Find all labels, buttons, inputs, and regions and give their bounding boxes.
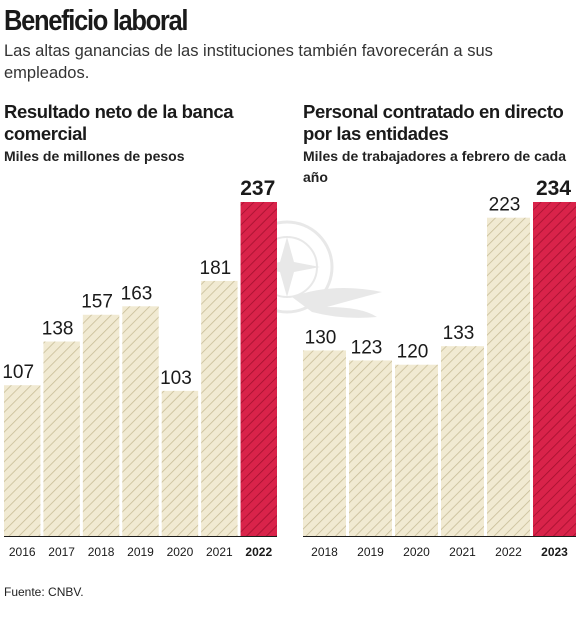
year-label-2019: 2019 xyxy=(127,545,154,559)
bar-2019 xyxy=(349,360,392,536)
value-label-2022: 223 xyxy=(489,195,521,216)
source-note: Fuente: CNBV. xyxy=(4,585,84,599)
value-label-2019: 123 xyxy=(351,337,383,358)
value-label-2021: 181 xyxy=(200,258,232,279)
headline-subtitle: Las altas ganancias de las instituciones… xyxy=(4,42,493,82)
bar-2021 xyxy=(441,346,484,536)
bar-2019 xyxy=(122,306,159,536)
bar-2021 xyxy=(201,280,238,536)
bar-2022 xyxy=(487,217,530,536)
year-label-2021: 2021 xyxy=(206,545,233,559)
year-label-2020: 2020 xyxy=(167,545,194,559)
bar-2020 xyxy=(395,364,438,536)
value-label-2021: 133 xyxy=(443,323,475,344)
year-label-2023: 2023 xyxy=(541,545,568,559)
chart-1-title: Resultado neto de la banca comercial xyxy=(4,101,234,144)
year-label-2020: 2020 xyxy=(403,545,430,559)
value-label-2023: 234 xyxy=(536,177,571,200)
year-label-2017: 2017 xyxy=(48,545,75,559)
year-label-2022: 2022 xyxy=(495,545,522,559)
value-label-2016: 107 xyxy=(2,362,34,383)
chart-2-subtitle: Miles de trabajadores a febrero de cada … xyxy=(303,148,566,185)
value-label-2020: 120 xyxy=(397,342,429,363)
value-label-2018: 130 xyxy=(305,327,337,348)
value-label-2022: 237 xyxy=(240,177,275,200)
chart-2-staff: 130 2018 123 2019 120 2020 133 2021 223 2022 234 20… xyxy=(303,177,576,559)
bar-2023 xyxy=(533,202,576,536)
year-label-2018: 2018 xyxy=(88,545,115,559)
year-label-2019: 2019 xyxy=(357,545,384,559)
value-label-2019: 163 xyxy=(121,283,153,304)
chart-1-subtitle: Miles de millones de pesos xyxy=(4,148,185,164)
year-label-2016: 2016 xyxy=(9,545,36,559)
bar-2022 xyxy=(240,202,277,536)
year-label-2021: 2021 xyxy=(449,545,476,559)
year-label-2022: 2022 xyxy=(245,545,272,559)
chart-2-title: Personal contratado en directo por las e… xyxy=(303,101,564,144)
bar-2020 xyxy=(161,390,199,536)
chart-1-net-income: 107 2016 138 2017 157 2018 163 2019 103 2020 181 20… xyxy=(2,177,277,559)
value-label-2018: 157 xyxy=(81,292,113,313)
year-label-2018: 2018 xyxy=(311,545,338,559)
bar-2016 xyxy=(4,385,41,536)
headline: Beneficio laboral xyxy=(4,5,189,37)
value-label-2020: 103 xyxy=(160,368,192,389)
bar-2017 xyxy=(43,341,80,536)
bar-2018 xyxy=(82,314,120,536)
value-label-2017: 138 xyxy=(42,319,74,340)
bar-2018 xyxy=(303,350,346,536)
